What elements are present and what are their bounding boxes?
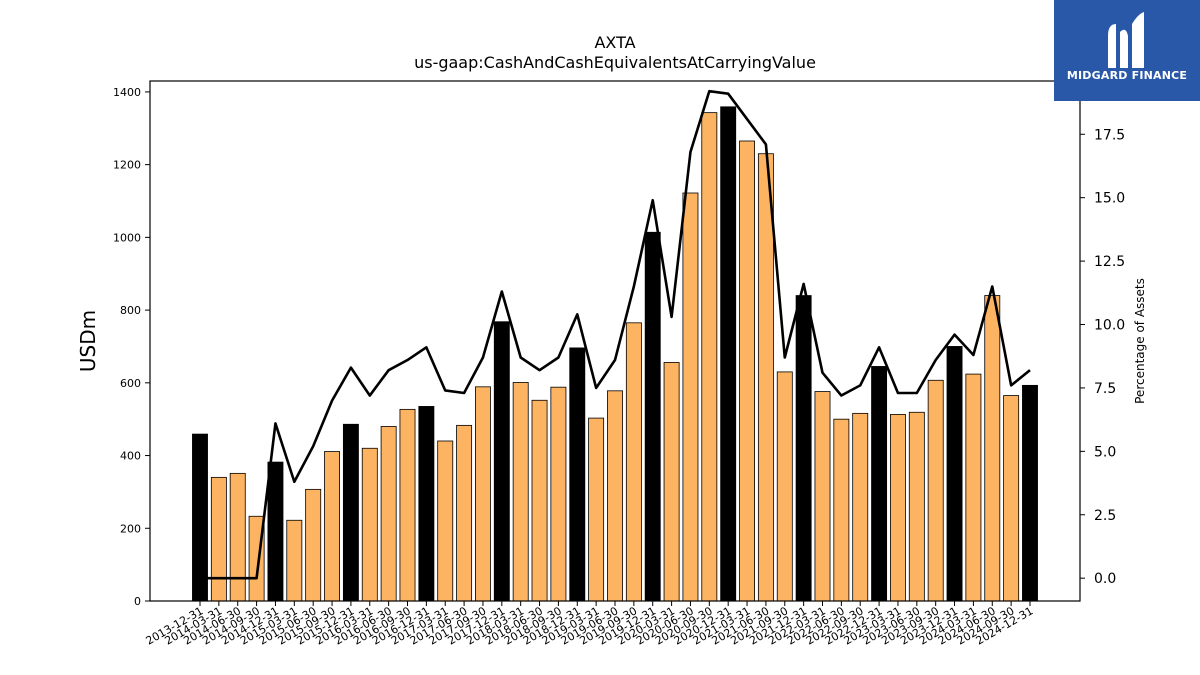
bar — [965, 373, 982, 602]
line-series — [200, 89, 1031, 580]
right-tick-label: 7.5 — [1094, 381, 1116, 397]
bar — [607, 390, 623, 602]
bar — [305, 488, 322, 602]
bar — [852, 412, 869, 602]
midgard-finance-logo: MIDGARD FINANCE — [1054, 0, 1200, 101]
bar — [927, 379, 944, 602]
bar — [890, 414, 906, 602]
midgard-logo-icon — [1108, 12, 1144, 68]
bar — [380, 426, 397, 602]
bar — [1022, 384, 1038, 602]
bar — [663, 362, 680, 602]
bar — [871, 366, 888, 602]
right-tick-label: 17.5 — [1094, 127, 1125, 143]
bar — [1003, 395, 1020, 602]
left-tick-label: 1000 — [113, 231, 141, 244]
left-tick-label: 800 — [120, 304, 141, 317]
bar — [210, 476, 227, 602]
bar — [776, 371, 793, 602]
bar — [286, 519, 303, 602]
bar — [739, 140, 755, 602]
bar — [814, 391, 831, 602]
bar — [946, 346, 963, 602]
bar — [757, 153, 774, 602]
bar — [795, 295, 812, 602]
bar — [569, 347, 586, 602]
chart-subtitle: us-gaap:CashAndCashEquivalentsAtCarrying… — [414, 53, 816, 72]
bar — [192, 433, 208, 602]
bar — [682, 192, 699, 602]
logo-text: MIDGARD FINANCE — [1066, 69, 1188, 82]
bar — [720, 106, 737, 602]
bar — [437, 440, 454, 602]
bar — [267, 461, 284, 602]
bar — [701, 112, 718, 602]
y2-axis-label: Percentage of Assets — [1133, 278, 1147, 404]
bar — [324, 451, 340, 602]
right-tick-label: 2.5 — [1094, 508, 1116, 524]
bar — [550, 386, 567, 602]
bar — [456, 424, 473, 602]
bar — [342, 423, 359, 602]
right-tick-label: 0.0 — [1094, 571, 1116, 587]
left-tick-label: 200 — [120, 522, 141, 535]
right-tick-label: 10.0 — [1094, 318, 1125, 334]
bar — [399, 408, 416, 602]
left-tick-label: 600 — [120, 377, 141, 390]
bar — [418, 406, 435, 602]
bar — [512, 382, 529, 602]
right-tick-label: 12.5 — [1094, 254, 1125, 270]
bar — [229, 472, 246, 602]
right-tick-label: 5.0 — [1094, 444, 1116, 460]
x-axis: 2013-12-312014-03-312014-06-302014-09-30… — [144, 601, 1036, 648]
bar — [908, 411, 925, 602]
percentage-line — [200, 89, 1031, 580]
bar — [625, 322, 642, 602]
right-tick-label: 15.0 — [1094, 191, 1125, 207]
bar — [984, 295, 1001, 602]
plot-frame — [149, 80, 1081, 602]
bar — [644, 231, 661, 602]
bar — [531, 399, 548, 602]
left-tick-label: 400 — [120, 450, 141, 463]
bar-series — [192, 106, 1038, 602]
bar — [493, 321, 510, 602]
left-tick-label: 1200 — [113, 159, 141, 172]
bar — [475, 386, 491, 602]
bar — [833, 418, 850, 602]
right-y-axis: 0.0 2.5 5.0 7.5 10.0 12.5 15.0 17.5 — [1080, 127, 1125, 587]
chart-title: AXTA — [594, 33, 635, 52]
left-tick-label: 0 — [134, 595, 141, 608]
left-y-axis: 0 200 400 600 800 1000 1200 1400 — [113, 86, 150, 608]
y-axis-label: USDm — [76, 310, 100, 372]
bar — [588, 417, 605, 602]
left-tick-label: 1400 — [113, 86, 141, 99]
bar — [361, 447, 378, 602]
